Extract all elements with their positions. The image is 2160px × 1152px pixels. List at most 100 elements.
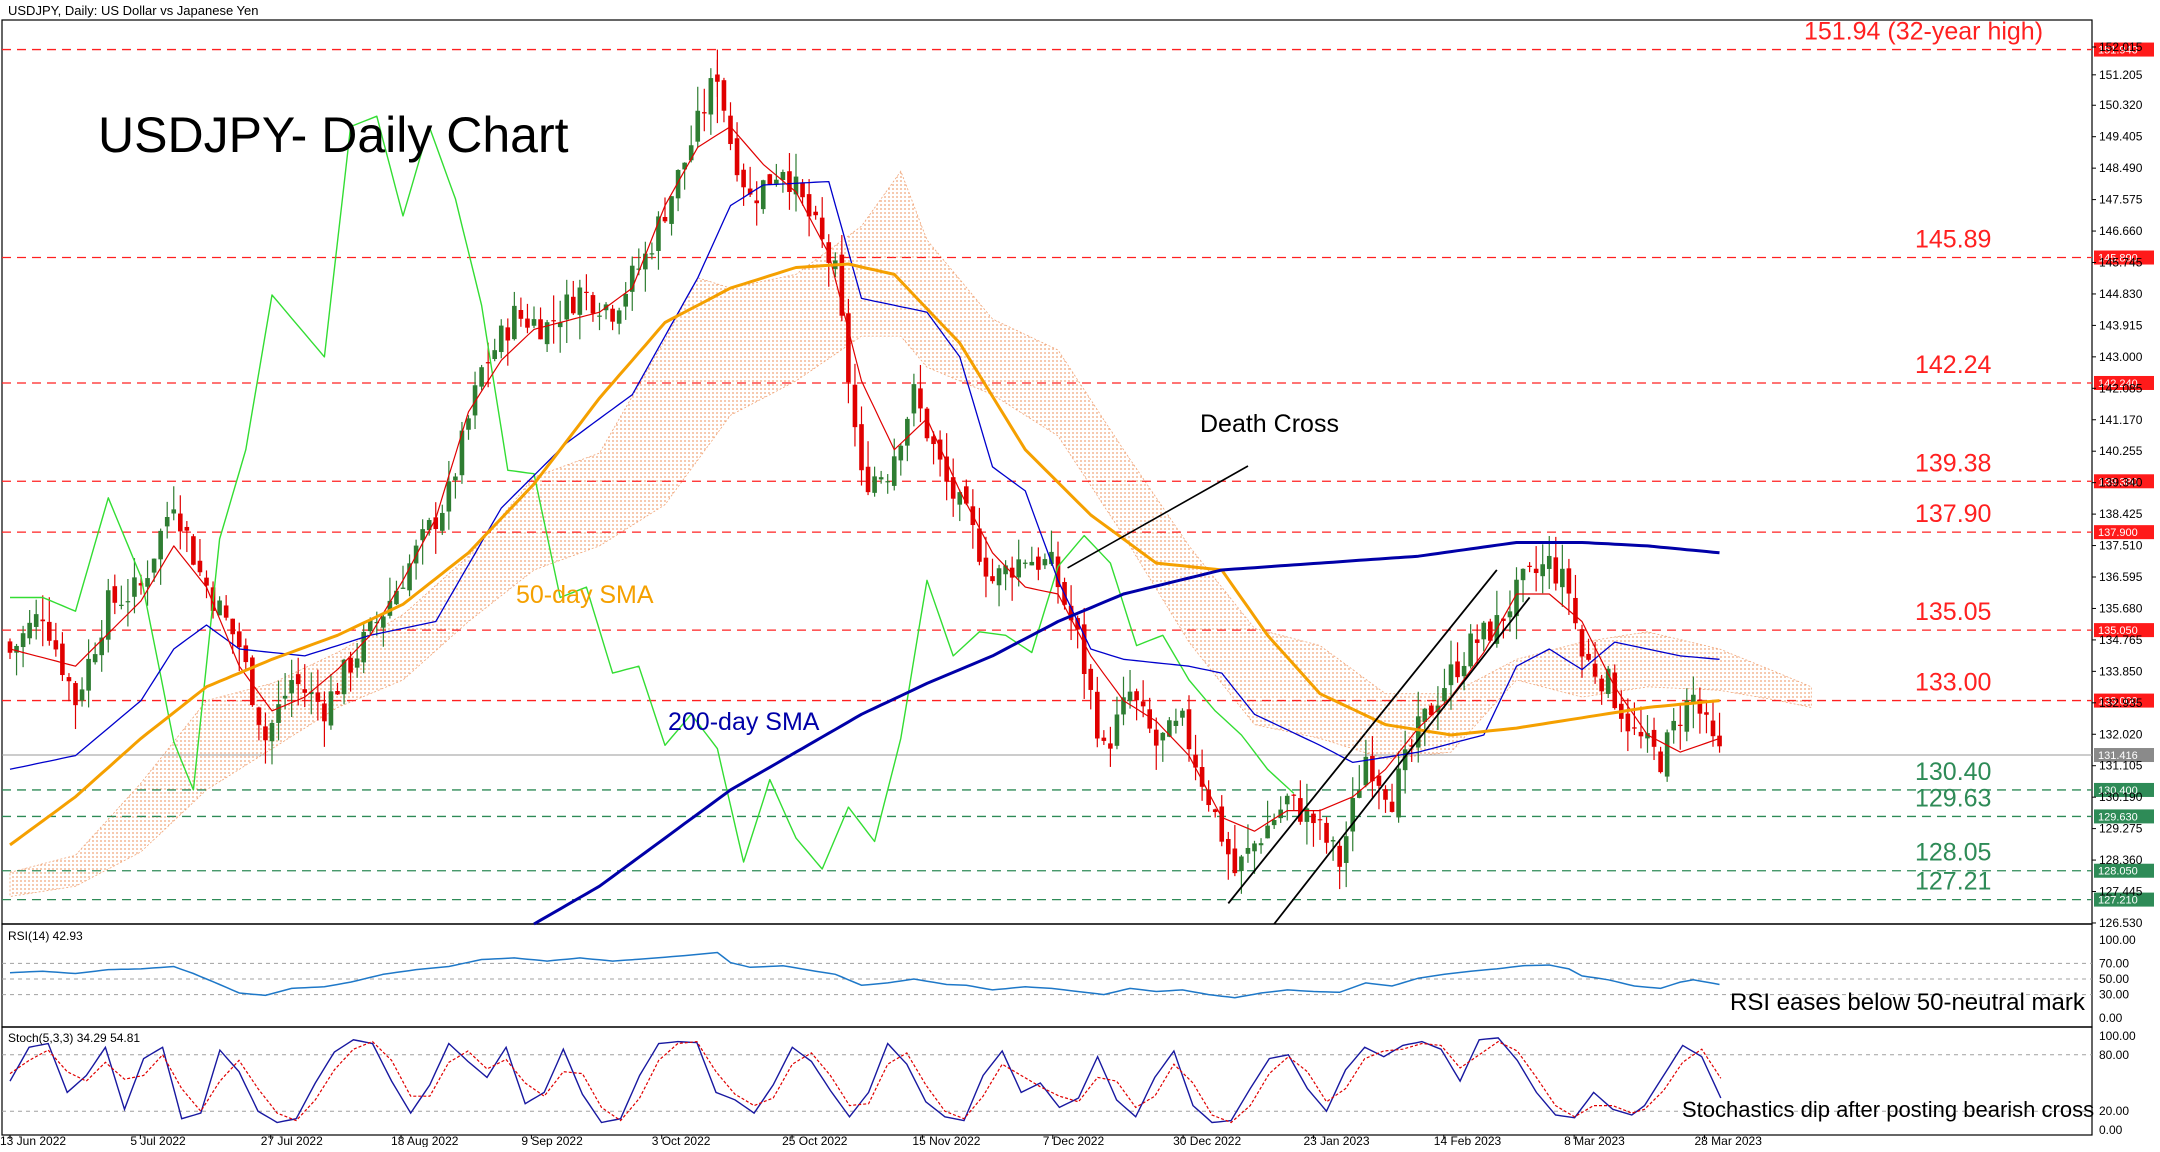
candle-body-23 (158, 530, 163, 560)
oscillator-panels-layer: 100.00 70.00 50.00 30.00 0.00 100.00 80.00 20.0… (2, 933, 2136, 1137)
chikou-span-line (10, 115, 1295, 870)
candle-body-162 (1068, 605, 1074, 621)
candle-body-214 (1409, 745, 1414, 747)
candle-body-256 (1684, 700, 1690, 732)
sma200-label: 200-day SMA (668, 708, 820, 736)
candle-body-135 (891, 456, 897, 486)
price-tick-label-17: 137.510 (2099, 539, 2143, 553)
candle-body-232 (1527, 565, 1532, 567)
price-tick-label-15: 139.340 (2099, 476, 2143, 490)
candle-body-117 (774, 179, 779, 184)
date-tick-label-1: 5 Jul 2022 (130, 1134, 186, 1147)
candle-body-128 (846, 313, 851, 383)
level-tag-text-5: 135.050 (2098, 625, 2138, 637)
tenkan-sen-line (9, 126, 1720, 832)
level-tag-bg-2 (2094, 375, 2154, 390)
candle-body-244 (1605, 668, 1611, 694)
candle-body-171 (1127, 691, 1133, 702)
candle-body-241 (1586, 653, 1591, 660)
candle-body-259 (1704, 712, 1709, 715)
channel-line-0 (1227, 569, 1498, 904)
candle-body-105 (695, 110, 701, 142)
price-tick-label-1: 152.015 (2099, 40, 2143, 54)
candle-body-90 (597, 315, 602, 317)
candle-body-169 (1114, 714, 1120, 746)
candle-body-166 (1095, 691, 1100, 739)
candle-body-49 (328, 691, 334, 726)
rsi-note: RSI eases below 50-neutral mark (1730, 989, 2086, 1016)
price-tick-label-10: 143.915 (2099, 318, 2143, 332)
candle-body-184 (1212, 809, 1218, 813)
candle-body-69 (459, 430, 465, 476)
price-tick-label-2: 151.205 (2099, 68, 2143, 82)
candle-body-173 (1140, 701, 1146, 707)
candle-body-101 (669, 196, 674, 224)
price-tick-label-24: 131.105 (2099, 759, 2143, 773)
candle-body-174 (1147, 709, 1152, 729)
candle-body-220 (1448, 664, 1454, 686)
candle-body-99 (656, 216, 661, 251)
candle-body-243 (1599, 678, 1604, 692)
candle-body-187 (1232, 848, 1238, 874)
candle-body-55 (367, 619, 373, 632)
stoch-note: Stochastics dip after posting bearish cr… (1682, 1097, 2094, 1122)
level-tag-text-10: 127.210 (2098, 895, 2138, 907)
candle-body-144 (950, 477, 956, 499)
candle-body-11 (79, 689, 85, 701)
price-tick-label-22: 132.935 (2099, 696, 2143, 710)
candle-body-130 (859, 424, 864, 471)
candle-body-139 (918, 388, 923, 409)
price-tick-label-20: 134.765 (2099, 633, 2143, 647)
candle-body-137 (905, 418, 910, 446)
candle-body-73 (485, 362, 491, 364)
rsi-tick-label-4: 0.00 (2099, 1011, 2123, 1025)
kijun-sen-line (9, 180, 1720, 770)
candle-body-131 (865, 466, 871, 493)
candle-body-247 (1625, 713, 1631, 732)
level-label-2: 142.24 (1915, 351, 1992, 379)
date-tick-label-3: 18 Aug 2022 (391, 1134, 459, 1147)
candle-body-208 (1370, 755, 1375, 782)
candle-body-120 (793, 176, 799, 195)
candle-body-255 (1677, 724, 1683, 726)
candle-body-79 (525, 318, 530, 328)
rsi-tick-label-2: 50.00 (2099, 972, 2129, 986)
candle-body-253 (1664, 732, 1670, 777)
candle-body-109 (721, 80, 727, 111)
candle-body-132 (872, 476, 877, 493)
candles-layer (7, 49, 1722, 894)
candle-body-72 (479, 367, 484, 387)
candle-body-74 (492, 350, 497, 360)
candle-body-209 (1376, 775, 1382, 786)
candle-body-204 (1343, 836, 1349, 863)
candle-body-189 (1245, 847, 1251, 854)
candle-body-143 (944, 456, 949, 482)
candle-body-14 (99, 637, 104, 656)
candle-body-60 (400, 587, 406, 589)
stoch-k-line (9, 1037, 1722, 1124)
candle-body-188 (1239, 856, 1244, 872)
candle-body-70 (466, 418, 471, 430)
level-tag-bg-1 (2094, 250, 2154, 265)
candle-body-8 (60, 643, 65, 676)
candle-body-30 (204, 577, 209, 586)
candle-body-52 (348, 657, 353, 673)
candle-body-239 (1573, 597, 1578, 624)
candle-body-193 (1271, 820, 1277, 826)
level-tag-text-8: 129.630 (2098, 811, 2138, 823)
candle-body-16 (112, 586, 118, 603)
death-cross-label: Death Cross (1200, 410, 1339, 438)
candle-body-217 (1429, 705, 1434, 716)
candle-body-141 (931, 436, 936, 445)
candle-body-83 (551, 320, 556, 322)
date-tick-label-4: 9 Sep 2022 (521, 1134, 583, 1147)
candle-body-224 (1474, 639, 1480, 643)
candle-body-205 (1350, 798, 1356, 832)
level-tag-bg-8 (2094, 809, 2154, 824)
candle-body-237 (1560, 568, 1565, 588)
channel-line-1 (1273, 596, 1531, 925)
candle-body-240 (1579, 629, 1585, 657)
candle-body-134 (885, 481, 890, 483)
candle-body-238 (1566, 568, 1572, 594)
death-cross-pointer (1067, 465, 1249, 569)
